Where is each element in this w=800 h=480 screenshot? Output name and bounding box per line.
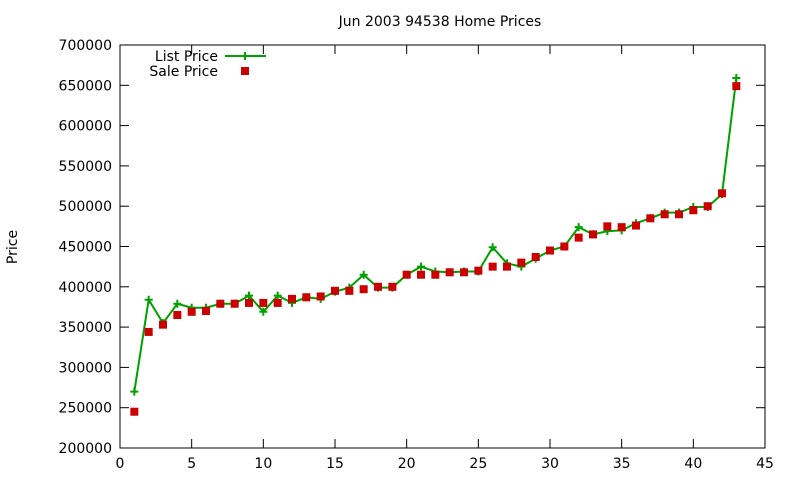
sale-price-point	[517, 258, 526, 267]
sale-price-point	[632, 221, 640, 230]
sale-price-point	[288, 294, 296, 303]
y-tick-label: 500000	[59, 199, 112, 215]
sale-price-point	[603, 222, 612, 231]
sale-price-point	[617, 223, 626, 232]
y-tick-label: 550000	[59, 159, 112, 175]
sale-price-point	[216, 299, 225, 308]
x-tick-label: 5	[187, 456, 196, 472]
list-price-point	[732, 74, 741, 83]
sale-price-point	[259, 298, 268, 307]
list-price-point	[488, 243, 497, 252]
sale-price-point	[230, 299, 239, 308]
sale-price-point	[273, 298, 282, 307]
sale-price-point	[130, 407, 139, 416]
x-tick-label: 10	[254, 456, 272, 472]
list-price-point	[144, 295, 153, 304]
y-axis-label: Price	[5, 230, 21, 264]
sale-price-point	[187, 307, 196, 316]
y-tick-label: 300000	[59, 360, 112, 376]
y-tick-label: 200000	[59, 441, 112, 457]
sale-price-point	[302, 293, 311, 302]
x-tick-label: 0	[116, 456, 125, 472]
x-tick-label: 25	[469, 456, 487, 472]
list-price-point	[259, 307, 268, 316]
sale-price-point	[560, 242, 569, 251]
sale-price-point	[316, 292, 325, 301]
sale-price-point	[474, 266, 483, 275]
sale-price-point	[173, 311, 182, 320]
y-tick-label: 700000	[59, 38, 112, 54]
x-tick-label: 30	[541, 456, 559, 472]
sale-price-point	[460, 268, 468, 277]
axes: 0 5 10 15 20 25 30 35 40 45 200000 250000 300000 3500…	[59, 38, 774, 472]
x-tick-label: 15	[326, 456, 344, 472]
y-tick-label: 400000	[59, 280, 112, 296]
sale-price-point	[331, 286, 339, 295]
list-price-point	[417, 262, 425, 271]
sale-price-point	[660, 210, 669, 219]
sale-price-point	[402, 270, 411, 279]
sale-price-point	[431, 270, 440, 279]
sale-price-point	[546, 246, 554, 255]
sale-price-point	[531, 252, 540, 261]
sale-price-point	[159, 320, 167, 329]
y-tick-label: 450000	[59, 240, 112, 256]
sale-price-point	[589, 230, 597, 239]
legend-label-sale-price: Sale Price	[149, 64, 218, 80]
sale-price-point	[732, 82, 741, 91]
sale-price-point	[445, 268, 454, 277]
x-tick-label: 20	[398, 456, 416, 472]
sale-price-point	[144, 327, 153, 336]
list-price-point	[245, 291, 253, 300]
sale-price-point	[703, 202, 712, 211]
list-price-point	[359, 270, 368, 279]
sale-price-point	[417, 270, 425, 279]
legend-swatch-sale-price	[241, 67, 249, 75]
sale-price-point	[689, 206, 698, 215]
y-tick-label: 350000	[59, 320, 112, 336]
plot-series	[130, 74, 741, 416]
sale-price-point	[574, 233, 583, 242]
sale-price-point	[345, 286, 354, 295]
y-tick-label: 250000	[59, 401, 112, 417]
x-tick-label: 35	[613, 456, 631, 472]
legend-marker-list-price	[241, 52, 249, 60]
sale-price-point	[503, 262, 511, 271]
x-tick-label: 45	[756, 456, 774, 472]
legend-label-list-price: List Price	[155, 49, 218, 65]
sale-price-point	[718, 189, 726, 198]
plot-frame	[119, 44, 766, 449]
y-tick-label: 600000	[59, 119, 112, 135]
sale-price-point	[646, 214, 655, 223]
list-price-point	[574, 223, 583, 232]
list-price-line	[133, 77, 738, 392]
sale-price-point	[675, 210, 683, 219]
list-price-point	[173, 299, 182, 308]
sale-price-point	[388, 282, 397, 291]
sale-price-point	[359, 285, 368, 294]
sale-price-point	[374, 282, 382, 291]
sale-price-point	[488, 262, 497, 271]
sale-price-point	[202, 306, 210, 315]
list-price-point	[130, 387, 139, 396]
list-price-point	[273, 291, 282, 300]
chart-title: Jun 2003 94538 Home Prices	[338, 14, 542, 30]
sale-price-point	[245, 298, 253, 307]
x-tick-label: 40	[684, 456, 702, 472]
y-tick-label: 650000	[59, 78, 112, 94]
